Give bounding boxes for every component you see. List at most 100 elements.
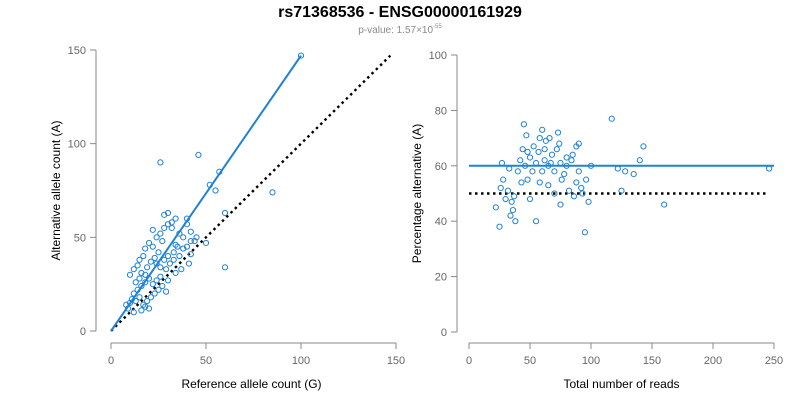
x-tick-label: 50 <box>200 355 212 367</box>
data-point <box>541 157 548 164</box>
x-tick-label: 150 <box>643 355 661 367</box>
data-point <box>569 151 576 158</box>
data-point <box>221 209 229 217</box>
data-point <box>563 154 570 161</box>
y-tick-label: 100 <box>429 50 447 62</box>
y-tick-label: 0 <box>441 327 447 339</box>
data-point <box>164 252 172 260</box>
x-tick-label: 0 <box>466 355 472 367</box>
data-point <box>546 135 553 142</box>
data-point <box>145 275 153 282</box>
data-point <box>170 249 177 256</box>
left-scatter-panel: Reference allele count (G) Alternative a… <box>49 45 405 391</box>
data-point <box>535 148 542 156</box>
data-point <box>508 198 515 205</box>
data-point <box>157 230 164 237</box>
data-point <box>142 279 149 286</box>
x-tick-label: 100 <box>292 355 310 367</box>
data-point <box>502 195 509 203</box>
data-point <box>185 260 192 267</box>
data-point <box>536 135 543 142</box>
data-point <box>507 212 514 219</box>
data-point <box>163 266 170 273</box>
data-point <box>176 230 183 237</box>
data-point <box>640 143 647 150</box>
y-tick-label: 50 <box>74 232 86 244</box>
chart-title: rs71368536 - ENSG00000161929 <box>278 4 522 21</box>
data-point <box>553 146 560 153</box>
data-point <box>526 154 534 161</box>
data-point <box>587 162 595 169</box>
data-point <box>212 187 219 194</box>
data-point <box>153 260 160 267</box>
data-point <box>541 146 548 153</box>
data-point <box>558 176 565 183</box>
x-tick-label: 100 <box>582 355 600 367</box>
data-point <box>524 148 531 156</box>
data-point <box>145 239 153 247</box>
data-point <box>518 179 525 186</box>
data-point <box>526 195 534 203</box>
data-point <box>511 193 518 200</box>
data-point <box>523 132 530 139</box>
data-point <box>151 254 158 262</box>
data-point <box>554 129 562 136</box>
data-point <box>195 151 202 159</box>
data-point <box>570 193 578 200</box>
data-point <box>161 256 168 263</box>
data-point <box>149 243 156 250</box>
data-point <box>187 251 194 258</box>
data-point <box>548 151 556 158</box>
data-point <box>497 184 504 192</box>
data-point <box>163 288 170 295</box>
data-point <box>556 140 563 147</box>
data-point <box>134 262 141 269</box>
data-point <box>151 290 158 297</box>
data-point <box>568 157 575 164</box>
data-point <box>551 168 558 175</box>
data-point <box>187 237 194 245</box>
data-point <box>155 249 162 256</box>
fit-line <box>110 55 302 332</box>
right-x-axis-label: Total number of reads <box>563 377 679 391</box>
y-tick-label: 60 <box>435 161 447 173</box>
data-point <box>492 204 499 211</box>
data-point <box>529 168 536 175</box>
data-point <box>157 264 164 271</box>
data-point <box>498 159 506 167</box>
data-point <box>297 52 305 59</box>
data-point <box>575 168 582 175</box>
x-tick-label: 150 <box>387 355 405 367</box>
data-point <box>183 243 191 250</box>
data-point <box>608 115 615 122</box>
data-point <box>622 168 629 175</box>
data-point <box>178 266 185 273</box>
y-tick-label: 100 <box>68 139 86 151</box>
data-point <box>542 137 549 144</box>
data-point <box>123 301 130 308</box>
y-tick-label: 40 <box>435 216 447 228</box>
pvalue-text: p-value: 1.57×10 <box>358 25 434 36</box>
data-point <box>565 187 573 194</box>
data-point <box>132 297 139 305</box>
data-point <box>500 176 507 183</box>
data-point <box>159 237 166 245</box>
data-point <box>206 181 213 188</box>
data-point <box>557 201 564 208</box>
data-point <box>159 282 166 290</box>
y-tick-label: 0 <box>80 326 86 338</box>
data-point <box>166 260 173 267</box>
data-point <box>164 209 172 217</box>
data-point <box>522 162 529 169</box>
data-point <box>153 234 160 241</box>
data-point <box>575 140 582 147</box>
data-point <box>144 297 151 305</box>
data-point <box>533 218 540 225</box>
data-point <box>519 146 526 153</box>
data-point <box>149 226 156 233</box>
data-point <box>187 228 194 235</box>
data-point <box>583 176 590 183</box>
data-point <box>172 215 179 222</box>
data-point <box>581 229 589 236</box>
